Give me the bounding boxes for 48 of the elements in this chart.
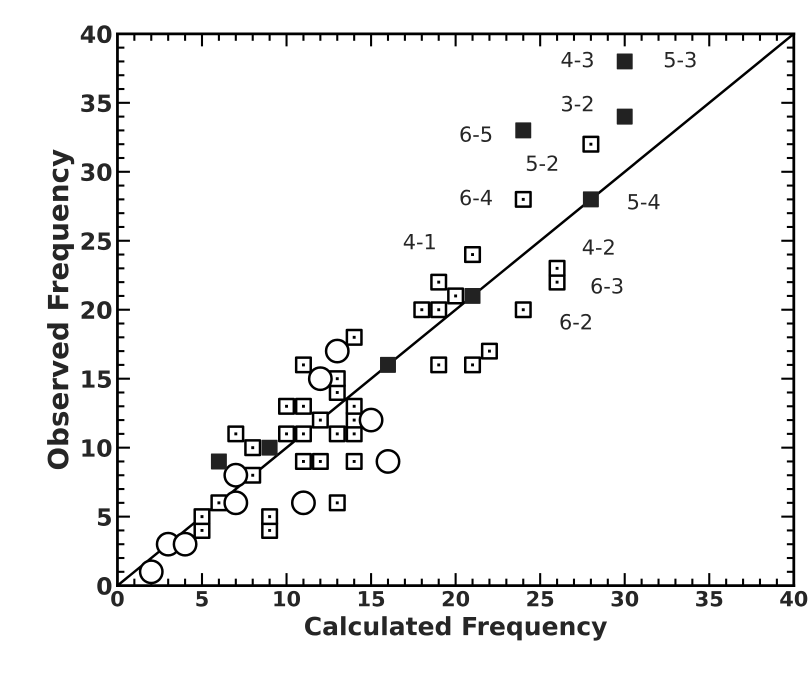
annotation: 5-4 <box>628 194 660 210</box>
annotation: 6-2 <box>560 314 591 330</box>
point <box>380 356 396 373</box>
point <box>358 408 384 433</box>
annotation: 5-2 <box>526 155 558 172</box>
x-tick-label: 0 <box>111 590 124 607</box>
y-tick-label: 30 <box>81 163 112 182</box>
y-tick-label: 25 <box>82 232 111 250</box>
point <box>464 288 481 304</box>
point <box>262 440 278 456</box>
point <box>138 559 164 584</box>
annotation: 6-3 <box>592 278 622 294</box>
annotation: 6-5 <box>460 126 492 142</box>
annotation: 4-3 <box>561 52 593 68</box>
point <box>223 490 248 516</box>
point <box>324 338 350 364</box>
y-tick-label: 20 <box>82 301 112 320</box>
point <box>582 191 599 208</box>
x-tick-label: 25 <box>527 590 554 607</box>
y-tick-label: 0 <box>97 577 112 595</box>
point <box>172 532 198 557</box>
annotation: 5-3 <box>664 52 696 68</box>
point <box>223 462 248 488</box>
y-axis-title: Observed Frequency <box>47 149 74 470</box>
x-tick-label: 5 <box>196 591 208 607</box>
point <box>210 453 227 470</box>
y-tick-label: 35 <box>81 94 111 112</box>
y-tick-label: 40 <box>80 25 112 44</box>
y-tick-label: 5 <box>98 508 111 526</box>
x-tick-label: 20 <box>442 590 470 607</box>
x-tick-label: 40 <box>780 590 808 607</box>
point <box>291 490 316 516</box>
x-tick-label: 10 <box>274 590 300 607</box>
annotation: 4-2 <box>582 239 614 255</box>
point <box>616 108 633 125</box>
point <box>515 122 532 138</box>
annotation: 6-4 <box>460 190 492 206</box>
y-tick-label: 15 <box>82 370 111 388</box>
x-tick-label: 30 <box>612 590 638 607</box>
x-axis-title: Calculated Frequency <box>305 616 608 641</box>
point <box>376 449 400 474</box>
x-tick-label: 15 <box>358 591 384 607</box>
y-tick-label: 10 <box>82 439 112 457</box>
point <box>308 366 333 392</box>
x-tick-label: 35 <box>696 590 722 607</box>
annotation: 3-2 <box>562 96 592 112</box>
point <box>616 53 633 70</box>
annotation: 4-1 <box>404 234 435 250</box>
